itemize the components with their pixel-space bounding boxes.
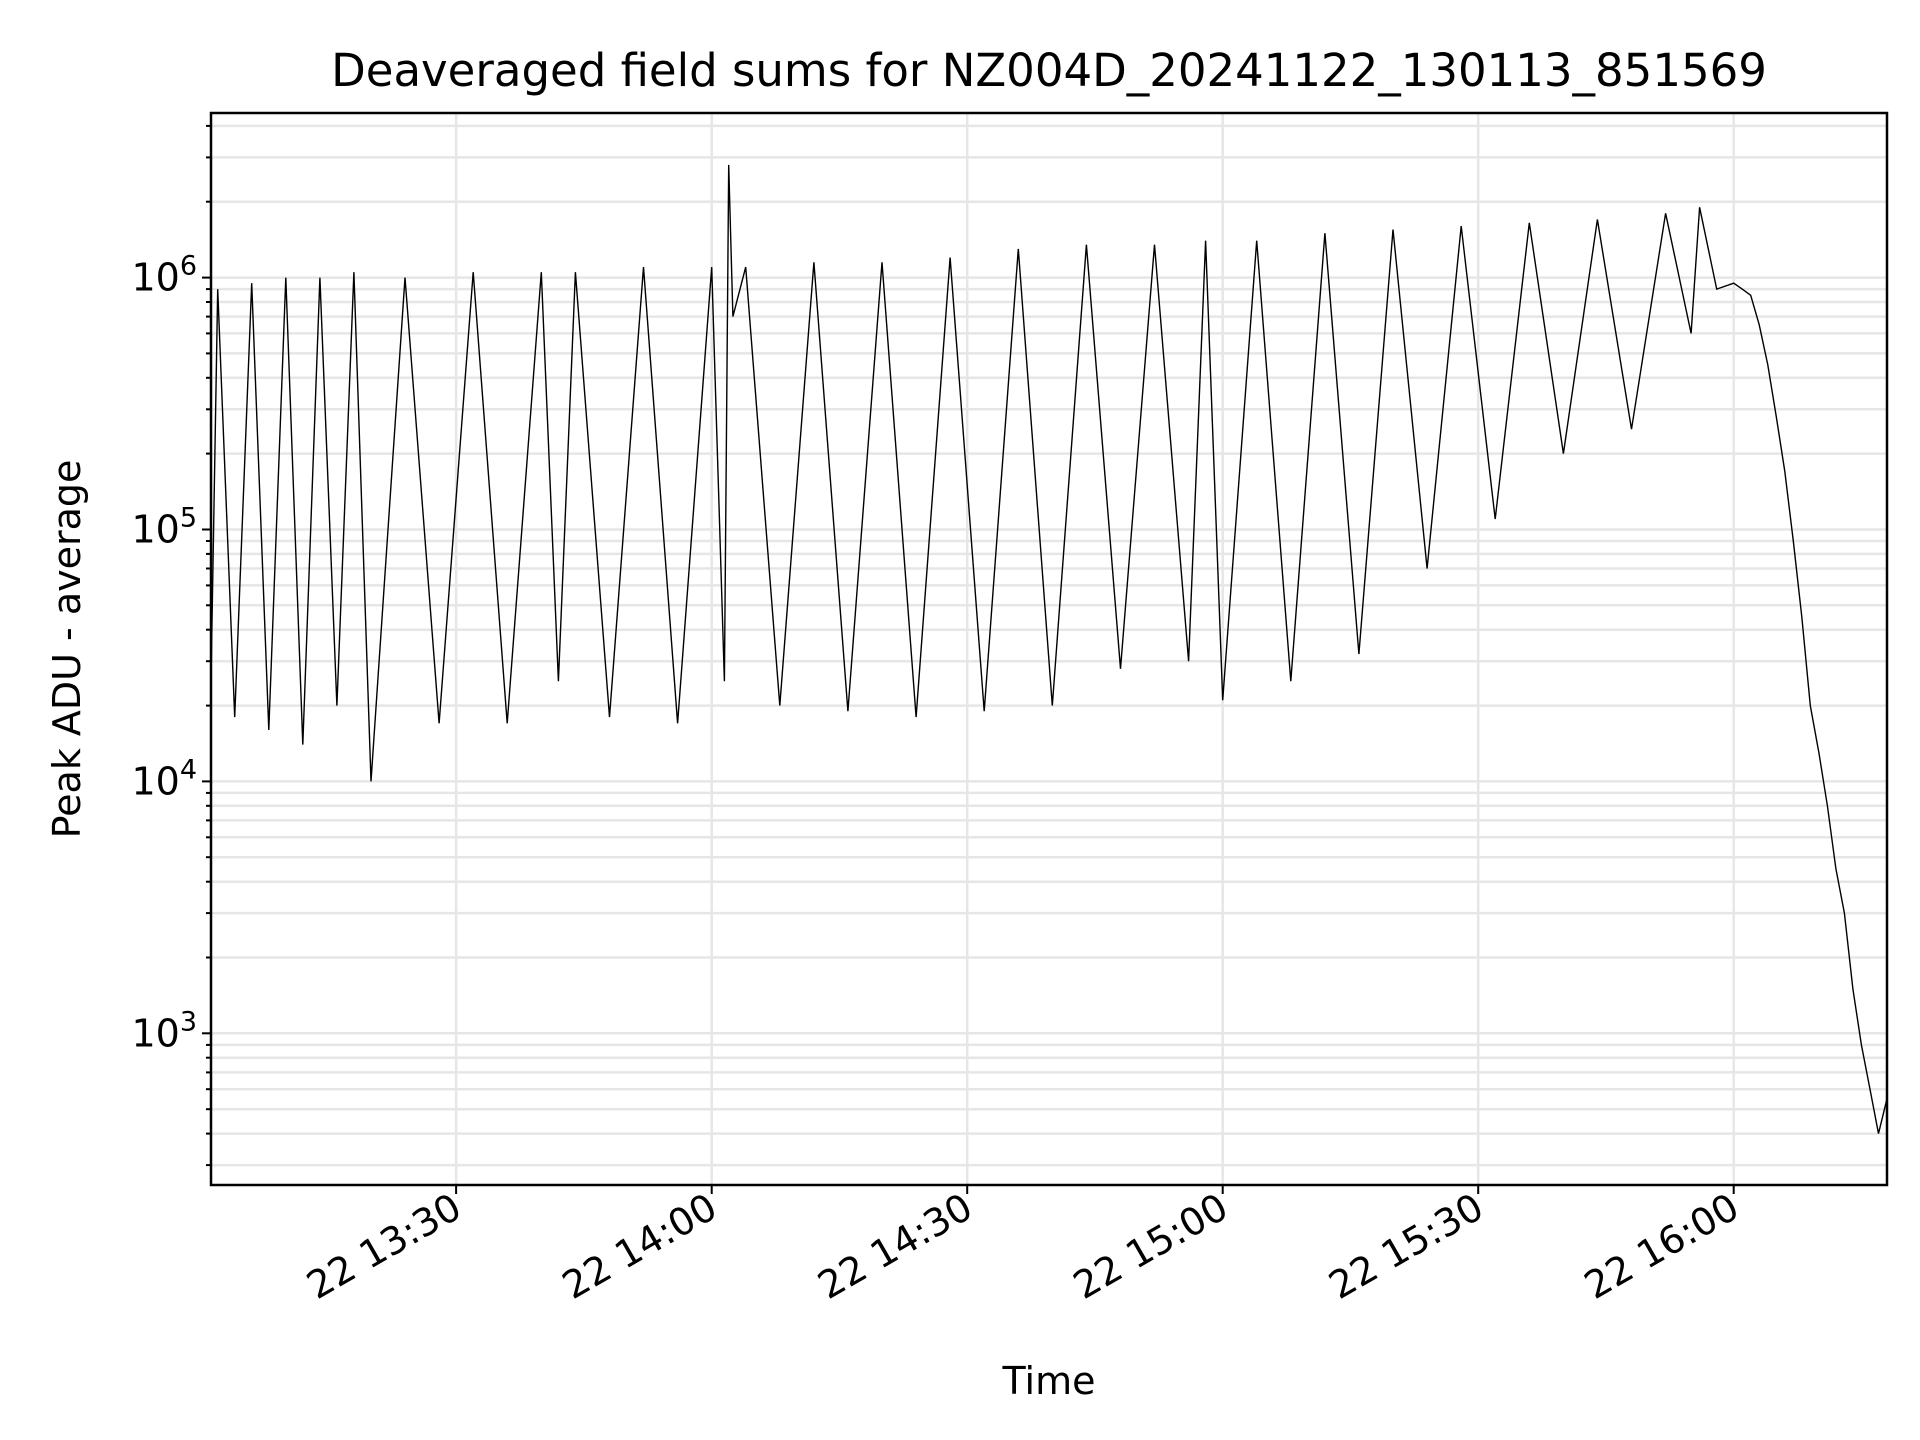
x-tick-label: 22 13:30 bbox=[299, 1185, 468, 1308]
y-tick-label: 104 bbox=[131, 754, 197, 803]
series-line bbox=[210, 164, 1888, 1134]
y-tick-label: 105 bbox=[131, 503, 197, 552]
y-tick-label: 103 bbox=[131, 1006, 197, 1055]
chart-title: Deaveraged field sums for NZ004D_2024112… bbox=[331, 44, 1767, 97]
y-tick-labels: 103 104 105 106 bbox=[131, 251, 197, 1056]
plot-frame bbox=[209, 111, 1889, 1187]
grid-lines bbox=[211, 113, 1887, 1185]
x-tick-label: 22 15:30 bbox=[1322, 1185, 1491, 1308]
axis-ticks bbox=[202, 124, 1735, 1194]
x-tick-labels: 22 13:30 22 14:00 22 14:30 22 15:00 22 15:30… bbox=[299, 1185, 1746, 1308]
x-tick-label: 22 14:00 bbox=[555, 1185, 724, 1308]
y-tick-label: 106 bbox=[131, 251, 197, 300]
series-layer bbox=[210, 164, 1888, 1134]
x-axis-label: Time bbox=[1002, 1359, 1096, 1403]
x-tick-label: 22 14:30 bbox=[811, 1185, 980, 1308]
x-tick-label: 22 16:00 bbox=[1577, 1185, 1746, 1308]
x-tick-label: 22 15:00 bbox=[1066, 1185, 1235, 1308]
y-axis-label: Peak ADU - average bbox=[45, 460, 89, 839]
